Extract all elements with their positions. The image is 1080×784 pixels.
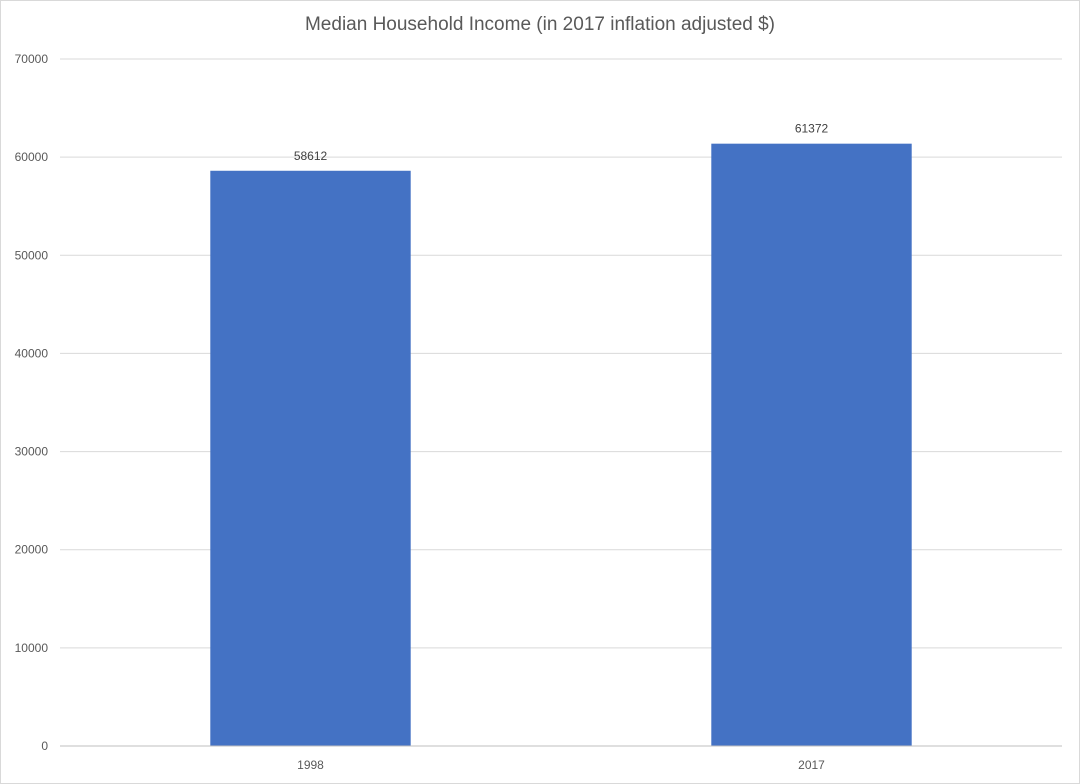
bar-2017 xyxy=(711,143,912,746)
y-tick-label: 60000 xyxy=(15,150,49,164)
bars xyxy=(210,143,912,747)
y-tick-label: 70000 xyxy=(15,52,49,66)
y-tick-label: 0 xyxy=(41,739,48,753)
chart-title: Median Household Income (in 2017 inflati… xyxy=(304,14,776,35)
y-axis-tick-labels: 0 10000 20000 30000 40000 50000 60000 70000 xyxy=(15,52,49,753)
data-label-2017: 61372 xyxy=(795,122,829,136)
bar-1998 xyxy=(210,170,411,747)
x-axis-tick-labels: 1998 2017 xyxy=(297,758,825,772)
y-tick-label: 50000 xyxy=(15,248,49,262)
x-tick-label-2017: 2017 xyxy=(798,758,825,772)
y-tick-label: 10000 xyxy=(15,641,49,655)
y-tick-label: 30000 xyxy=(15,445,49,459)
x-tick-label-1998: 1998 xyxy=(297,758,324,772)
y-tick-label: 40000 xyxy=(15,346,49,360)
data-labels: 58612 61372 xyxy=(294,122,829,163)
y-tick-label: 20000 xyxy=(15,543,49,557)
data-label-1998: 58612 xyxy=(294,149,328,163)
